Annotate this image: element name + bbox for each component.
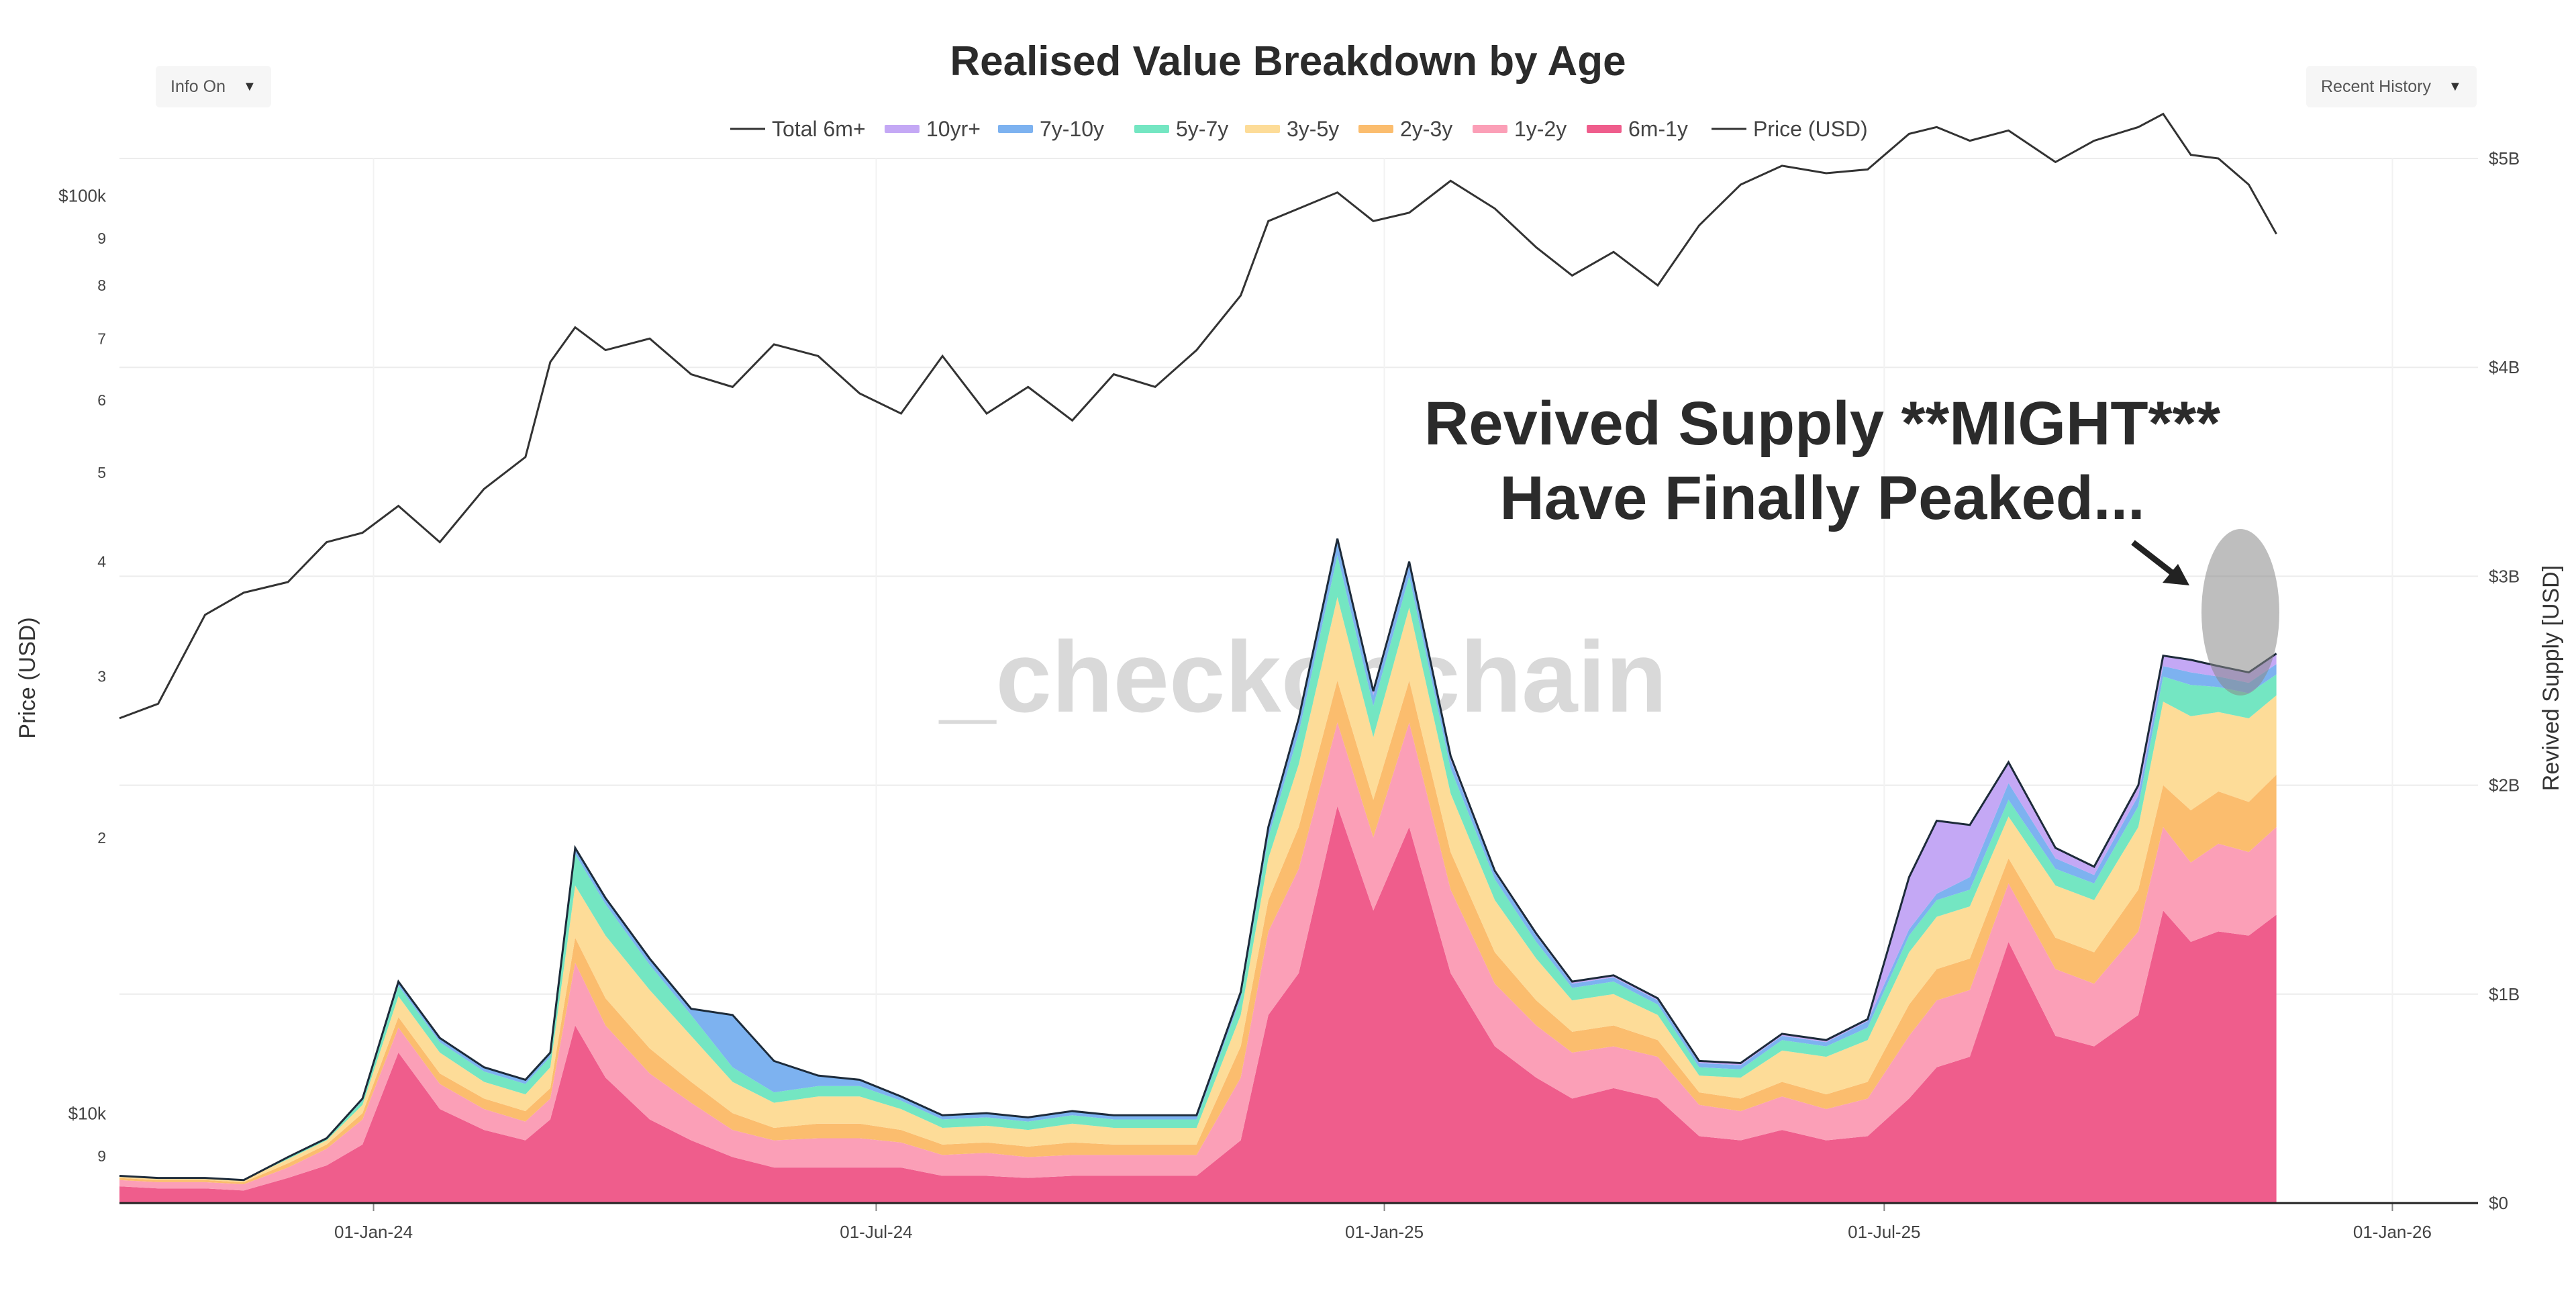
y-left-tick-label: 3 (97, 667, 106, 685)
info-toggle-dropdown[interactable]: Info On ▼ (156, 66, 271, 107)
chart-title: Realised Value Breakdown by Age (950, 38, 1626, 85)
info-toggle-label: Info On (170, 77, 226, 96)
x-tick-label: 01-Jul-24 (840, 1222, 912, 1242)
x-tick-label: 01-Jul-25 (1848, 1222, 1920, 1242)
peak-highlight-ellipse (2201, 529, 2279, 696)
y-right-tick-label: $1B (2489, 984, 2520, 1004)
axes: $0 $1B $2B $3B $4B $5B 01-Jan-24 01-Jul-24 01-Ja… (58, 148, 2520, 1242)
history-range-dropdown[interactable]: Recent History ▼ (2306, 66, 2477, 107)
legend: Total 6m+ 10yr+ 7y-10y 5y-7y 3y-5y 2y-3y 1y-2y… (730, 117, 1868, 141)
y-right-tick-label: $4B (2489, 357, 2520, 377)
legend-label: 2y-3y (1400, 117, 1452, 141)
left-axis-title: Price (USD) (15, 617, 40, 738)
y-left-tick-label: 9 (97, 1147, 106, 1165)
legend-label: 10yr+ (926, 117, 981, 141)
total-6m-plus-line (119, 538, 2277, 1182)
legend-swatch-icon (885, 125, 920, 133)
price-usd-line (119, 112, 2277, 720)
legend-label: 1y-2y (1514, 117, 1567, 141)
legend-label: 5y-7y (1176, 117, 1228, 141)
legend-swatch-icon (998, 125, 1033, 133)
history-range-label: Recent History (2321, 77, 2431, 96)
chevron-down-icon: ▼ (243, 79, 256, 94)
x-tick-label: 01-Jan-24 (334, 1222, 413, 1242)
annotation-arrow (2131, 540, 2180, 580)
y-right-tick-label: $3B (2489, 566, 2520, 586)
annotation-line-1: Revived Supply **MIGHT*** (1424, 389, 2220, 458)
annotation-arrowhead-icon (2163, 564, 2189, 585)
y-left-tick-label: $100k (58, 186, 107, 206)
grid (119, 158, 2478, 1203)
legend-swatch-icon (1473, 125, 1507, 133)
price-line-layer (119, 112, 2277, 720)
y-left-tick-label: 4 (97, 553, 106, 571)
legend-swatch-icon (1134, 125, 1169, 133)
chevron-down-icon: ▼ (2448, 79, 2462, 94)
stacked-areas (119, 538, 2277, 1203)
x-tick-label: 01-Jan-26 (2353, 1222, 2432, 1242)
y-left-tick-label: 6 (97, 391, 106, 409)
annotation: Revived Supply **MIGHT*** Have Finally P… (1424, 389, 2279, 696)
area-series-6m-1y (119, 806, 2277, 1203)
y-left-tick-label: 2 (97, 829, 106, 847)
y-right-tick-label: $2B (2489, 775, 2520, 796)
y-left-tick-label: 9 (97, 230, 106, 247)
legend-label: Total 6m+ (772, 117, 866, 141)
right-axis-title: Revived Supply [USD] (2538, 565, 2564, 791)
y-left-tick-label: 5 (97, 464, 106, 481)
y-right-tick-label: $5B (2489, 148, 2520, 169)
legend-swatch-icon (1587, 125, 1622, 133)
area-series-1y-2y (119, 722, 2277, 1191)
legend-label: 7y-10y (1040, 117, 1104, 141)
y-right-tick-label: $0 (2489, 1193, 2508, 1213)
area-series-3y-5y (119, 597, 2277, 1182)
legend-swatch-icon (1358, 125, 1393, 133)
legend-label: 6m-1y (1628, 117, 1688, 141)
y-left-tick-label: $10k (68, 1104, 107, 1124)
legend-label: 3y-5y (1287, 117, 1339, 141)
area-series-2y-3y (119, 681, 2277, 1184)
legend-label: Price (USD) (1753, 117, 1868, 141)
y-left-tick-label: 8 (97, 277, 106, 294)
y-left-tick-label: 7 (97, 330, 106, 347)
annotation-line-2: Have Finally Peaked... (1499, 464, 2144, 532)
total-line-layer (119, 538, 2277, 1182)
x-tick-label: 01-Jan-25 (1345, 1222, 1424, 1242)
legend-swatch-icon (1245, 125, 1280, 133)
